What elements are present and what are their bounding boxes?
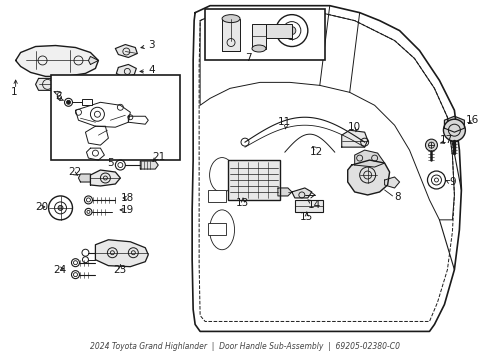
Text: 15: 15 (300, 212, 313, 222)
Bar (208, 190, 226, 202)
Text: 18: 18 (121, 193, 134, 203)
Polygon shape (342, 130, 368, 147)
Polygon shape (89, 57, 98, 64)
Polygon shape (86, 148, 104, 160)
Text: 21: 21 (152, 152, 166, 162)
Text: 4: 4 (148, 66, 155, 76)
Polygon shape (128, 116, 148, 124)
Polygon shape (91, 170, 121, 186)
Circle shape (67, 100, 71, 104)
Bar (205, 9, 325, 60)
Bar (252, 24, 266, 49)
Polygon shape (75, 102, 130, 127)
Polygon shape (115, 45, 137, 58)
Polygon shape (85, 126, 108, 145)
Polygon shape (444, 116, 465, 132)
Text: 5: 5 (107, 158, 114, 168)
Text: 8: 8 (394, 192, 401, 202)
Circle shape (443, 119, 465, 141)
Text: 10: 10 (348, 122, 361, 132)
Text: 16: 16 (466, 115, 479, 125)
Polygon shape (36, 78, 56, 90)
Bar (228, 160, 280, 200)
Bar (222, 19, 240, 50)
Polygon shape (78, 174, 91, 182)
Bar (266, 24, 292, 37)
Text: 13: 13 (236, 198, 249, 208)
Ellipse shape (252, 45, 266, 52)
Bar (208, 223, 226, 235)
Text: 22: 22 (69, 167, 82, 177)
Polygon shape (96, 240, 148, 267)
Polygon shape (355, 150, 385, 167)
Text: 23: 23 (114, 265, 127, 275)
Circle shape (425, 139, 438, 151)
Circle shape (288, 27, 296, 35)
Text: 7: 7 (245, 54, 251, 63)
Text: 12: 12 (310, 147, 323, 157)
Text: 9: 9 (449, 177, 456, 187)
Text: 17: 17 (440, 135, 453, 145)
Bar (50, 75, 180, 160)
Text: 14: 14 (308, 200, 321, 210)
Circle shape (58, 206, 63, 210)
Polygon shape (16, 45, 98, 76)
Polygon shape (116, 64, 136, 77)
Polygon shape (140, 161, 158, 169)
Text: 24: 24 (53, 265, 67, 275)
Polygon shape (278, 188, 292, 196)
Text: 11: 11 (278, 117, 291, 127)
Bar (295, 200, 323, 212)
Polygon shape (348, 160, 390, 195)
Text: 6: 6 (55, 92, 62, 102)
Polygon shape (385, 177, 399, 188)
Ellipse shape (222, 15, 240, 23)
Text: 1: 1 (11, 87, 17, 97)
Text: 2024 Toyota Grand Highlander  |  Door Handle Sub-Assembly  |  69205-02380-C0: 2024 Toyota Grand Highlander | Door Hand… (90, 342, 400, 351)
Text: 20: 20 (36, 202, 49, 212)
Polygon shape (292, 188, 312, 198)
Bar (82, 99, 93, 105)
Text: 3: 3 (148, 40, 155, 50)
Text: 2: 2 (55, 91, 62, 101)
Text: 19: 19 (121, 205, 134, 215)
